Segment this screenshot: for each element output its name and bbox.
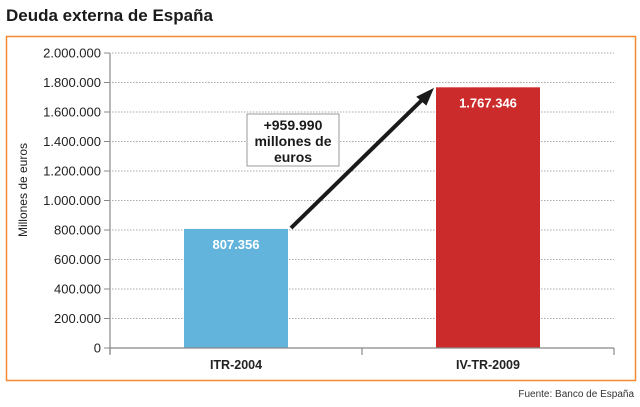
chart-frame	[5, 35, 637, 382]
annotation-line: +959.990	[264, 117, 323, 133]
data-label: 1.767.346	[459, 95, 517, 110]
y-axis-label: Millones de euros	[16, 143, 30, 237]
y-tick-label: 800.000	[54, 223, 101, 238]
y-tick-label: 1.600.000	[43, 105, 101, 120]
y-tick-label: 2.000.000	[43, 46, 101, 61]
annotation-line: euros	[274, 149, 312, 165]
y-tick-label: 600.000	[54, 252, 101, 267]
chart-title: Deuda externa de España	[6, 6, 213, 25]
annotation-line: millones de	[254, 133, 331, 149]
change-arrow	[289, 87, 434, 230]
bars: 807.356 1.767.346	[184, 87, 540, 348]
y-tick-label: 1.000.000	[43, 193, 101, 208]
source-note: Fuente: Banco de España	[518, 389, 634, 400]
data-label: 807.356	[213, 237, 260, 252]
bar	[436, 87, 540, 348]
y-tick-label: 200.000	[54, 311, 101, 326]
annotation-box: +959.990 millones de euros	[246, 113, 340, 167]
y-axis: 0 200.000 400.000 600.000 800.000 1.000.000 1.…	[43, 46, 111, 356]
y-tick-label: 1.400.000	[43, 134, 101, 149]
y-tick-label: 0	[94, 341, 101, 356]
x-tick-label: IV-TR-2009	[456, 358, 520, 372]
x-axis: ITR-2004 IV-TR-2009	[109, 347, 615, 372]
y-tick-label: 1.800.000	[43, 75, 101, 90]
y-tick-label: 400.000	[54, 282, 101, 297]
x-tick-label: ITR-2004	[210, 358, 262, 372]
bar	[184, 228, 288, 348]
y-tick-label: 1.200.000	[43, 164, 101, 179]
